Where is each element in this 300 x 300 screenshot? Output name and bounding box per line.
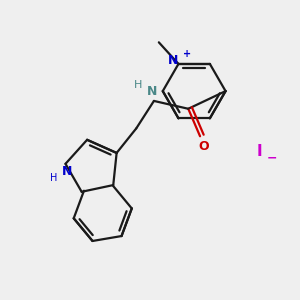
Text: O: O [199,140,209,153]
Text: +: + [183,49,191,59]
Text: N: N [168,55,179,68]
Text: H: H [50,172,57,183]
Text: H: H [134,80,142,90]
Text: I: I [257,145,263,160]
Text: N: N [62,165,73,178]
Text: N: N [147,85,157,98]
Text: −: − [266,152,277,164]
